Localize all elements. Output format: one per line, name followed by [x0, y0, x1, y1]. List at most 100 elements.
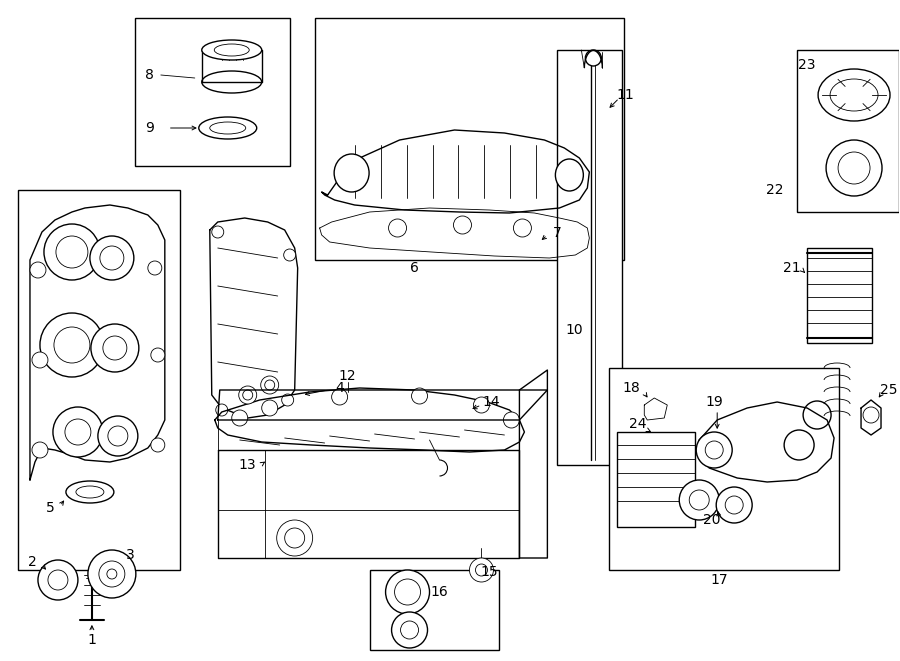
- Text: 14: 14: [482, 395, 500, 409]
- Circle shape: [725, 496, 743, 514]
- Circle shape: [65, 419, 91, 445]
- Ellipse shape: [830, 79, 878, 111]
- Circle shape: [99, 561, 125, 587]
- Bar: [807, 248, 872, 343]
- Text: 4: 4: [335, 381, 344, 395]
- Ellipse shape: [214, 44, 249, 56]
- Circle shape: [863, 407, 879, 423]
- Bar: [18, 190, 180, 570]
- Text: 13: 13: [238, 458, 256, 472]
- Bar: [315, 18, 625, 260]
- Circle shape: [411, 388, 428, 404]
- Circle shape: [38, 560, 78, 600]
- Text: 22: 22: [767, 183, 784, 197]
- Ellipse shape: [555, 159, 583, 191]
- Circle shape: [331, 389, 347, 405]
- Circle shape: [262, 400, 278, 416]
- Text: 17: 17: [710, 573, 728, 587]
- Circle shape: [716, 487, 752, 523]
- Circle shape: [503, 412, 519, 428]
- Text: 1: 1: [87, 633, 96, 647]
- Circle shape: [394, 579, 420, 605]
- Circle shape: [261, 376, 279, 394]
- Bar: [135, 18, 290, 166]
- Circle shape: [44, 224, 100, 280]
- Text: 18: 18: [623, 381, 640, 395]
- Polygon shape: [861, 400, 881, 435]
- Circle shape: [151, 348, 165, 362]
- Bar: [370, 570, 500, 650]
- Ellipse shape: [199, 117, 256, 139]
- Circle shape: [470, 558, 493, 582]
- Text: 12: 12: [338, 369, 356, 383]
- Circle shape: [107, 569, 117, 579]
- Circle shape: [475, 564, 488, 576]
- Circle shape: [151, 438, 165, 452]
- Circle shape: [282, 394, 293, 406]
- Text: 20: 20: [704, 513, 721, 527]
- Text: 3: 3: [125, 548, 134, 562]
- Circle shape: [513, 219, 531, 237]
- Circle shape: [216, 404, 228, 416]
- Ellipse shape: [202, 40, 262, 60]
- Text: 24: 24: [628, 417, 646, 431]
- Circle shape: [454, 216, 472, 234]
- Polygon shape: [519, 370, 547, 558]
- Circle shape: [585, 50, 601, 66]
- Circle shape: [148, 261, 162, 275]
- Polygon shape: [202, 50, 262, 82]
- Circle shape: [389, 219, 407, 237]
- Circle shape: [838, 152, 870, 184]
- Polygon shape: [218, 450, 519, 558]
- Polygon shape: [30, 205, 165, 480]
- Circle shape: [706, 441, 724, 459]
- Text: 16: 16: [430, 585, 448, 599]
- Polygon shape: [218, 390, 547, 420]
- Text: 9: 9: [146, 121, 154, 135]
- Circle shape: [56, 236, 88, 268]
- Circle shape: [40, 313, 104, 377]
- Ellipse shape: [818, 69, 890, 121]
- Text: 2: 2: [28, 555, 36, 569]
- Circle shape: [88, 550, 136, 598]
- Text: 15: 15: [481, 565, 499, 579]
- Circle shape: [276, 520, 312, 556]
- Text: 21: 21: [783, 261, 801, 275]
- Ellipse shape: [76, 486, 104, 498]
- Text: 5: 5: [46, 501, 54, 515]
- Text: 7: 7: [553, 226, 562, 240]
- Circle shape: [98, 416, 138, 456]
- Text: 6: 6: [410, 261, 419, 275]
- Circle shape: [212, 226, 224, 238]
- Bar: [617, 432, 695, 527]
- Circle shape: [91, 324, 139, 372]
- Ellipse shape: [202, 71, 262, 93]
- Ellipse shape: [66, 481, 114, 503]
- Text: 8: 8: [146, 68, 154, 82]
- Polygon shape: [698, 402, 834, 482]
- Circle shape: [100, 246, 124, 270]
- Circle shape: [680, 480, 719, 520]
- Text: 23: 23: [798, 58, 816, 72]
- Ellipse shape: [210, 122, 246, 134]
- Circle shape: [697, 432, 733, 468]
- Circle shape: [53, 407, 103, 457]
- Polygon shape: [215, 388, 525, 452]
- Circle shape: [689, 490, 709, 510]
- Circle shape: [392, 612, 428, 648]
- Ellipse shape: [334, 154, 369, 192]
- Text: 19: 19: [706, 395, 723, 409]
- Bar: [557, 50, 622, 465]
- Circle shape: [238, 386, 256, 404]
- Circle shape: [231, 410, 248, 426]
- Polygon shape: [210, 218, 298, 418]
- Circle shape: [103, 336, 127, 360]
- Circle shape: [243, 390, 253, 400]
- Polygon shape: [320, 208, 590, 258]
- Circle shape: [803, 401, 831, 429]
- Circle shape: [30, 262, 46, 278]
- Circle shape: [54, 327, 90, 363]
- Circle shape: [32, 442, 48, 458]
- Circle shape: [284, 528, 305, 548]
- Circle shape: [108, 426, 128, 446]
